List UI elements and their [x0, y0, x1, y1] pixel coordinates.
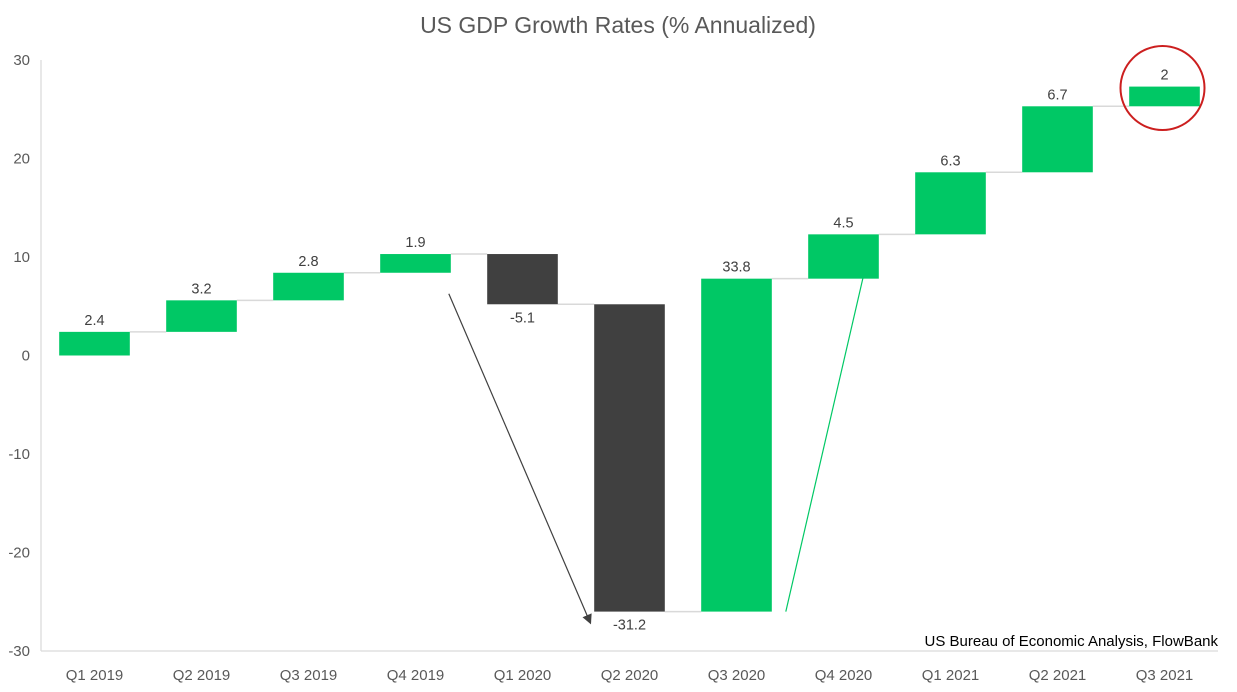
y-tick-label: 10: [13, 249, 30, 266]
x-tick-label: Q2 2020: [601, 667, 659, 684]
bar-q3-2019: [273, 272, 344, 301]
data-label: 3.2: [191, 281, 211, 297]
x-tick-label: Q2 2021: [1029, 667, 1087, 684]
data-label: 2.8: [298, 254, 318, 270]
source-note: US Bureau of Economic Analysis, FlowBank: [925, 633, 1219, 650]
x-tick-label: Q4 2019: [387, 667, 445, 684]
bar-q3-2021: [1129, 86, 1200, 107]
data-label: -31.2: [613, 618, 646, 634]
y-tick-label: 30: [13, 52, 30, 69]
connector-lines: [129, 105, 1130, 613]
data-label: 1.9: [405, 235, 425, 251]
bar-q4-2019: [380, 254, 451, 273]
bars: [59, 86, 1200, 612]
bar-q1-2020: [487, 254, 558, 305]
bar-q1-2019: [59, 331, 130, 356]
x-tick-label: Q1 2019: [66, 667, 124, 684]
x-tick-label: Q1 2021: [922, 667, 980, 684]
data-label: 6.7: [1047, 87, 1067, 103]
recovery-arrow: [785, 260, 870, 612]
data-label: 2.4: [84, 313, 104, 329]
data-label: 4.5: [833, 215, 853, 231]
data-label: 6.3: [940, 153, 960, 169]
x-tick-label: Q2 2019: [173, 667, 231, 684]
x-tick-label: Q4 2020: [815, 667, 873, 684]
y-tick-label: -20: [8, 545, 30, 562]
bar-q1-2021: [915, 172, 986, 235]
x-tick-label: Q1 2020: [494, 667, 552, 684]
x-tick-label: Q3 2020: [708, 667, 766, 684]
x-tick-label: Q3 2019: [280, 667, 338, 684]
bar-q2-2021: [1022, 106, 1093, 173]
data-labels: 2.4 3.2 2.8 1.9 -5.1 -31.2 33.8 4.5 6.3 6.7 2: [84, 68, 1168, 634]
bar-q3-2020: [701, 278, 772, 612]
y-axis: 30 20 10 0 -10 -20 -30: [8, 52, 42, 660]
data-label: -5.1: [510, 310, 535, 326]
y-tick-label: 0: [22, 348, 30, 365]
y-tick-label: -10: [8, 446, 30, 463]
data-label: 33.8: [722, 260, 750, 276]
y-tick-label: 20: [13, 151, 30, 168]
bar-q2-2020: [594, 304, 665, 612]
x-tick-label: Q3 2021: [1136, 667, 1194, 684]
annotations: [448, 45, 1206, 625]
y-tick-label: -30: [8, 643, 30, 660]
bar-q2-2019: [166, 300, 237, 332]
bar-q4-2020: [808, 234, 879, 279]
chart-title: US GDP Growth Rates (% Annualized): [420, 12, 816, 38]
highlight-circle: [1119, 45, 1206, 131]
x-axis: Q1 2019 Q2 2019 Q3 2019 Q4 2019 Q1 2020 Q2 20…: [41, 650, 1218, 684]
decline-arrow: [448, 293, 592, 625]
data-label: 2: [1160, 68, 1168, 84]
